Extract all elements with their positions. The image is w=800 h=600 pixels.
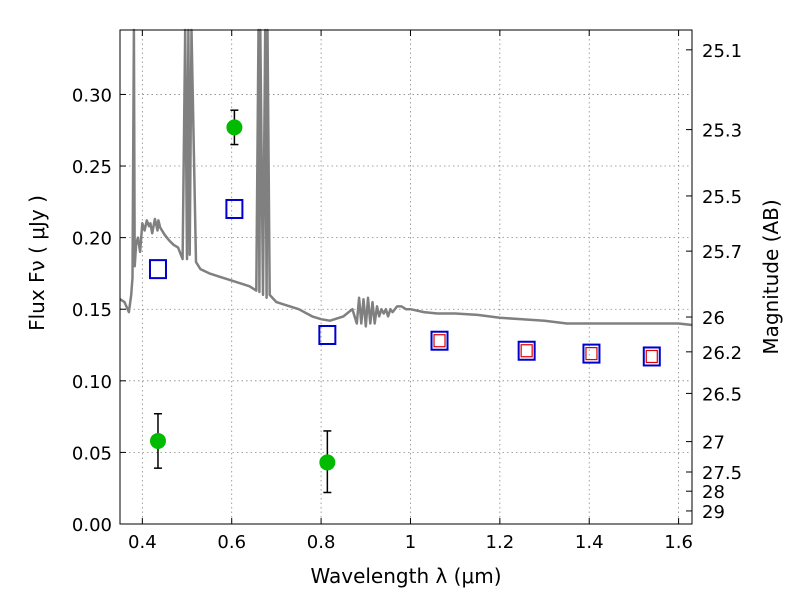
x-tick-label: 1 <box>405 532 416 553</box>
y-tick-label: 0.25 <box>72 157 112 178</box>
mag-tick-label: 27.5 <box>702 463 742 484</box>
plot-frame <box>119 29 693 525</box>
mag-tick-label: 28 <box>702 482 725 503</box>
model-photometry-box <box>148 259 167 280</box>
model-photometry-inner-box <box>520 344 533 358</box>
mag-tick-label: 25.1 <box>702 41 742 62</box>
observed-point <box>226 119 243 136</box>
mag-tick-label: 29 <box>702 502 725 523</box>
y-tick-label: 0.00 <box>72 515 112 536</box>
grid-lines <box>120 30 692 525</box>
mag-tick-label: 25.5 <box>702 187 742 208</box>
x-tick-label: 0.6 <box>217 532 246 553</box>
model-photometry-box <box>318 324 337 345</box>
y-tick-label: 0.30 <box>72 85 112 106</box>
x-tick-label: 0.8 <box>307 532 336 553</box>
x-tick-label: 1.4 <box>575 532 604 553</box>
sed-spectrum <box>119 28 693 328</box>
mag-tick-label: 27 <box>702 433 725 454</box>
axis-ticks: 0.4 0.6 0.8 1 1.2 1.4 1.6 0.00 0.05 0.10 0.15 0.20 0… <box>72 30 742 553</box>
mag-tick-label: 25.3 <box>702 121 742 142</box>
mag-tick-label: 26.5 <box>702 384 742 405</box>
x-tick-label: 0.4 <box>128 532 157 553</box>
model-photometry-box <box>582 343 601 364</box>
y-tick-label: 0.10 <box>72 372 112 393</box>
mag-tick-label: 25.7 <box>702 242 742 263</box>
model-photometry-inner-box <box>585 347 598 361</box>
mag-tick-label: 26 <box>702 308 725 329</box>
model-photometry-inner-box <box>433 334 446 348</box>
y-axis-label: Flux Fν ( μJy ) <box>25 195 49 331</box>
data-points <box>148 109 661 494</box>
y-tick-label: 0.05 <box>72 443 112 464</box>
model-photometry-box <box>517 340 536 361</box>
observed-point <box>149 432 166 449</box>
y2-axis-label: Magnitude (AB) <box>759 199 783 354</box>
y-tick-label: 0.15 <box>72 300 112 321</box>
mag-tick-label: 26.2 <box>702 343 742 364</box>
model-photometry-box <box>225 198 244 219</box>
x-tick-label: 1.2 <box>486 532 515 553</box>
sed-line <box>119 28 693 328</box>
x-axis-label: Wavelength λ (μm) <box>310 564 501 588</box>
y-tick-label: 0.20 <box>72 229 112 250</box>
observed-point <box>319 454 336 471</box>
x-tick-label: 1.6 <box>664 532 693 553</box>
model-photometry-box <box>642 346 661 367</box>
model-photometry-box <box>430 330 449 351</box>
model-photometry-inner-box <box>645 349 658 364</box>
